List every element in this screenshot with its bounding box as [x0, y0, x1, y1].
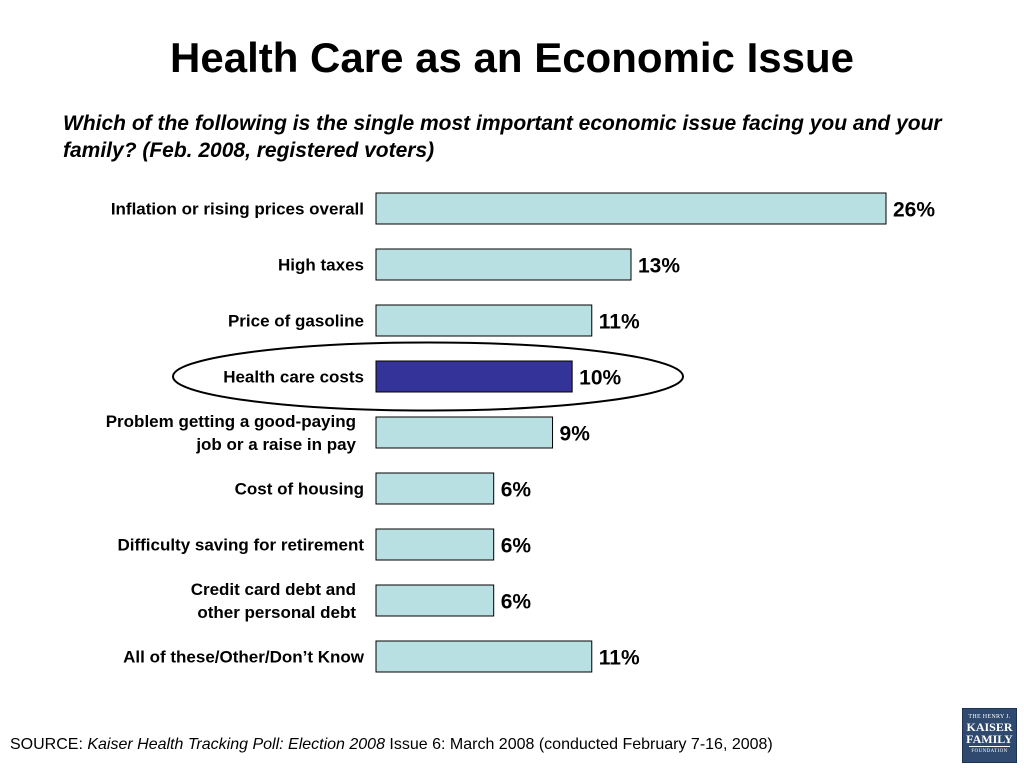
value-label: 6% — [501, 535, 532, 558]
logo-rule — [969, 746, 1010, 747]
bar — [375, 248, 632, 281]
logo-line-1: THE HENRY J. — [968, 714, 1011, 720]
bar — [375, 640, 593, 673]
logo-line-3: FAMILY — [966, 732, 1013, 746]
category-label: Cost of housing — [235, 480, 364, 499]
bar — [375, 472, 495, 505]
category-label: Problem getting a good-paying — [106, 412, 356, 431]
bar — [375, 528, 495, 561]
value-label: 9% — [560, 423, 591, 446]
bar — [375, 192, 887, 225]
category-label: Health care costs — [223, 368, 364, 387]
bar — [375, 304, 593, 337]
category-label: All of these/Other/Don’t Know — [123, 648, 365, 667]
chart-subtitle: Which of the following is the single mos… — [63, 112, 942, 162]
value-label: 6% — [501, 479, 532, 502]
category-label: Difficulty saving for retirement — [117, 536, 364, 555]
bar — [375, 584, 495, 617]
value-label: 13% — [638, 255, 680, 278]
value-label: 26% — [893, 199, 935, 222]
value-label: 10% — [579, 367, 621, 390]
source-detail: Issue 6: March 2008 (conducted February … — [384, 736, 773, 753]
bar-chart: 26% Inflation or rising prices overall 13%… — [106, 192, 935, 673]
source-prefix: SOURCE: — [10, 736, 88, 753]
bar — [375, 416, 554, 449]
category-label: other personal debt — [197, 603, 356, 622]
value-label: 11% — [599, 311, 640, 334]
category-label: Inflation or rising prices overall — [111, 200, 364, 219]
value-label: 6% — [501, 591, 532, 614]
category-label: job or a raise in pay — [195, 435, 356, 454]
chart-title: Health Care as an Economic Issue — [170, 34, 854, 81]
source-publication: Kaiser Health Tracking Poll: Election 20… — [87, 736, 385, 753]
category-label: Price of gasoline — [228, 312, 364, 331]
category-label: Credit card debt and — [191, 580, 356, 599]
kff-logo: THE HENRY J. KAISER FAMILY FOUNDATION — [962, 708, 1017, 763]
source-note: SOURCE: Kaiser Health Tracking Poll: Ele… — [10, 735, 773, 755]
bar — [375, 360, 573, 393]
value-label: 11% — [599, 647, 640, 670]
logo-line-4: FOUNDATION — [971, 749, 1008, 754]
logo-line-2: KAISER — [966, 720, 1013, 734]
highlight-ellipse — [172, 341, 684, 412]
category-label: High taxes — [278, 256, 364, 275]
